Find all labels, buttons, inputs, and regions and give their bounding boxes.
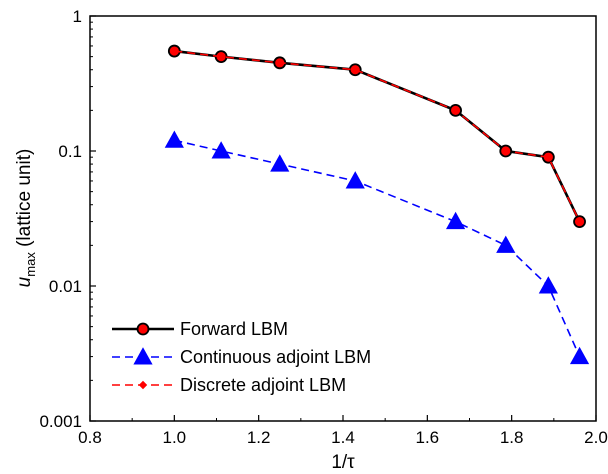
data-point bbox=[569, 346, 590, 365]
y-axis-title-subscript: max bbox=[23, 252, 38, 277]
data-point bbox=[544, 152, 553, 162]
x-tick-label: 1.0 bbox=[163, 428, 187, 447]
data-point bbox=[275, 58, 284, 68]
legend-label: Continuous adjoint LBM bbox=[180, 347, 371, 367]
y-axis-title-rest: (lattice unit) bbox=[14, 149, 35, 252]
legend: Forward LBM Continuous adjoint LBM Discret… bbox=[112, 319, 371, 395]
y-tick-label: 1 bbox=[73, 7, 82, 26]
x-tick-label: 2.0 bbox=[584, 428, 608, 447]
data-point bbox=[211, 141, 231, 159]
data-point bbox=[451, 106, 460, 115]
data-point bbox=[575, 217, 584, 226]
y-axis-title-main: u bbox=[14, 276, 35, 287]
data-point bbox=[445, 211, 466, 230]
y-tick-label: 0.001 bbox=[39, 412, 82, 431]
legend-marker bbox=[138, 380, 148, 390]
series-line bbox=[174, 49, 581, 223]
legend-marker bbox=[133, 347, 153, 365]
y-axis-ticks: 0.001 0.01 0.1 1 bbox=[39, 7, 96, 431]
x-axis-title: 1/τ bbox=[331, 452, 355, 473]
data-point bbox=[216, 52, 226, 61]
data-point bbox=[270, 154, 290, 172]
x-tick-label: 1.6 bbox=[416, 428, 440, 447]
data-point bbox=[538, 276, 558, 294]
y-tick-label: 0.01 bbox=[49, 277, 82, 296]
data-point bbox=[164, 130, 184, 148]
legend-label: Forward LBM bbox=[180, 319, 288, 339]
data-point bbox=[496, 235, 516, 253]
y-axis-title: umax (lattice unit) bbox=[14, 149, 38, 288]
legend-label: Discrete adjoint LBM bbox=[180, 375, 346, 395]
legend-marker bbox=[136, 322, 150, 336]
data-point bbox=[501, 146, 510, 156]
x-tick-label: 1.8 bbox=[500, 428, 524, 447]
series-line bbox=[174, 50, 581, 222]
x-axis-ticks: 0.8 1.0 1.2 1.4 1.6 1.8 2.0 bbox=[78, 415, 608, 447]
series-layer bbox=[164, 44, 590, 365]
x-tick-label: 0.8 bbox=[78, 428, 102, 447]
data-point bbox=[351, 65, 360, 74]
data-point bbox=[345, 171, 365, 189]
series-line bbox=[174, 139, 581, 357]
data-point bbox=[170, 46, 179, 56]
y-tick-label: 0.1 bbox=[58, 142, 82, 161]
x-tick-label: 1.2 bbox=[247, 428, 271, 447]
x-tick-label: 1.4 bbox=[331, 428, 355, 447]
